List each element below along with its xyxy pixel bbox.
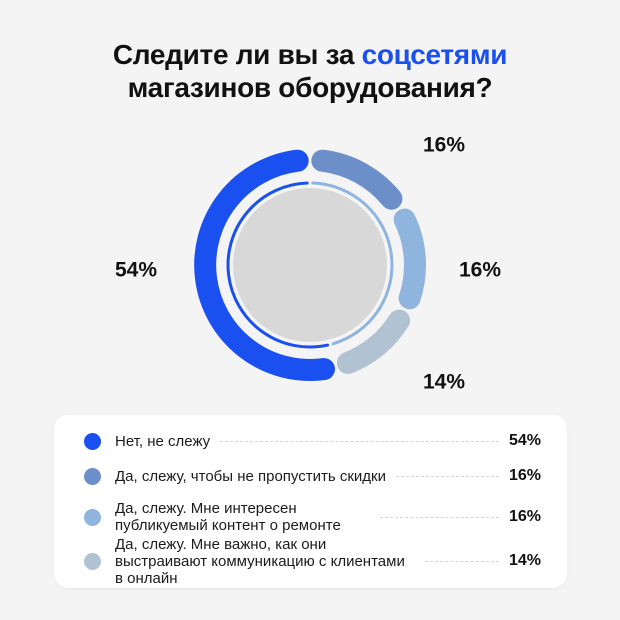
legend-item-0: Нет, не слежу 54% <box>84 431 541 451</box>
legend-value: 14% <box>508 552 541 569</box>
chart-title: Следите ли вы за соцсетями магазинов обо… <box>0 38 620 104</box>
data-label-2: 16% <box>459 259 501 282</box>
legend-item-3: Да, слежу. Мне важно, как они выстраиваю… <box>84 536 541 587</box>
legend-dot-1 <box>84 467 101 485</box>
title-line-1: Следите ли вы за соцсетями <box>0 38 620 71</box>
legend-leader <box>220 440 499 442</box>
donut-segment-1 <box>311 149 403 210</box>
inner-ring-arc <box>311 181 394 346</box>
legend-leader <box>396 475 499 477</box>
title-accent: соцсетями <box>361 39 508 70</box>
legend-label: Да, слежу. Мне интересен публикуемый кон… <box>115 500 341 534</box>
legend-leader <box>380 516 499 518</box>
donut-chart: 54% 16% 16% 14% <box>115 134 501 394</box>
legend-item-2: Да, слежу. Мне интересен публикуемый кон… <box>84 499 541 535</box>
data-label-0: 54% <box>115 259 157 282</box>
legend-value: 16% <box>508 467 541 484</box>
data-label-1: 16% <box>423 134 465 157</box>
donut-segment-3 <box>336 309 411 374</box>
donut-center <box>233 188 387 342</box>
title-text: Следите ли вы за <box>112 39 362 70</box>
title-line-2: магазинов оборудования? <box>127 72 493 103</box>
legend-leader <box>425 560 499 562</box>
inner-ring-arc <box>226 181 330 349</box>
legend-dot-2 <box>84 508 101 526</box>
donut-segment-0 <box>194 149 335 381</box>
legend-label: Нет, не слежу <box>115 432 211 450</box>
legend-item-1: Да, слежу, чтобы не пропустить скидки 16… <box>84 466 541 486</box>
legend-card: Нет, не слежу 54% Да, слежу, чтобы не пр… <box>54 415 567 588</box>
legend-value: 16% <box>508 508 541 525</box>
legend-label: Да, слежу. Мне важно, как они выстраиваю… <box>115 535 405 587</box>
data-label-3: 14% <box>423 371 465 394</box>
legend-value: 54% <box>508 432 541 449</box>
legend-dot-3 <box>84 552 101 570</box>
donut-segment-2 <box>393 208 426 310</box>
legend-label: Да, слежу, чтобы не пропустить скидки <box>115 467 386 485</box>
legend-dot-0 <box>84 432 101 450</box>
